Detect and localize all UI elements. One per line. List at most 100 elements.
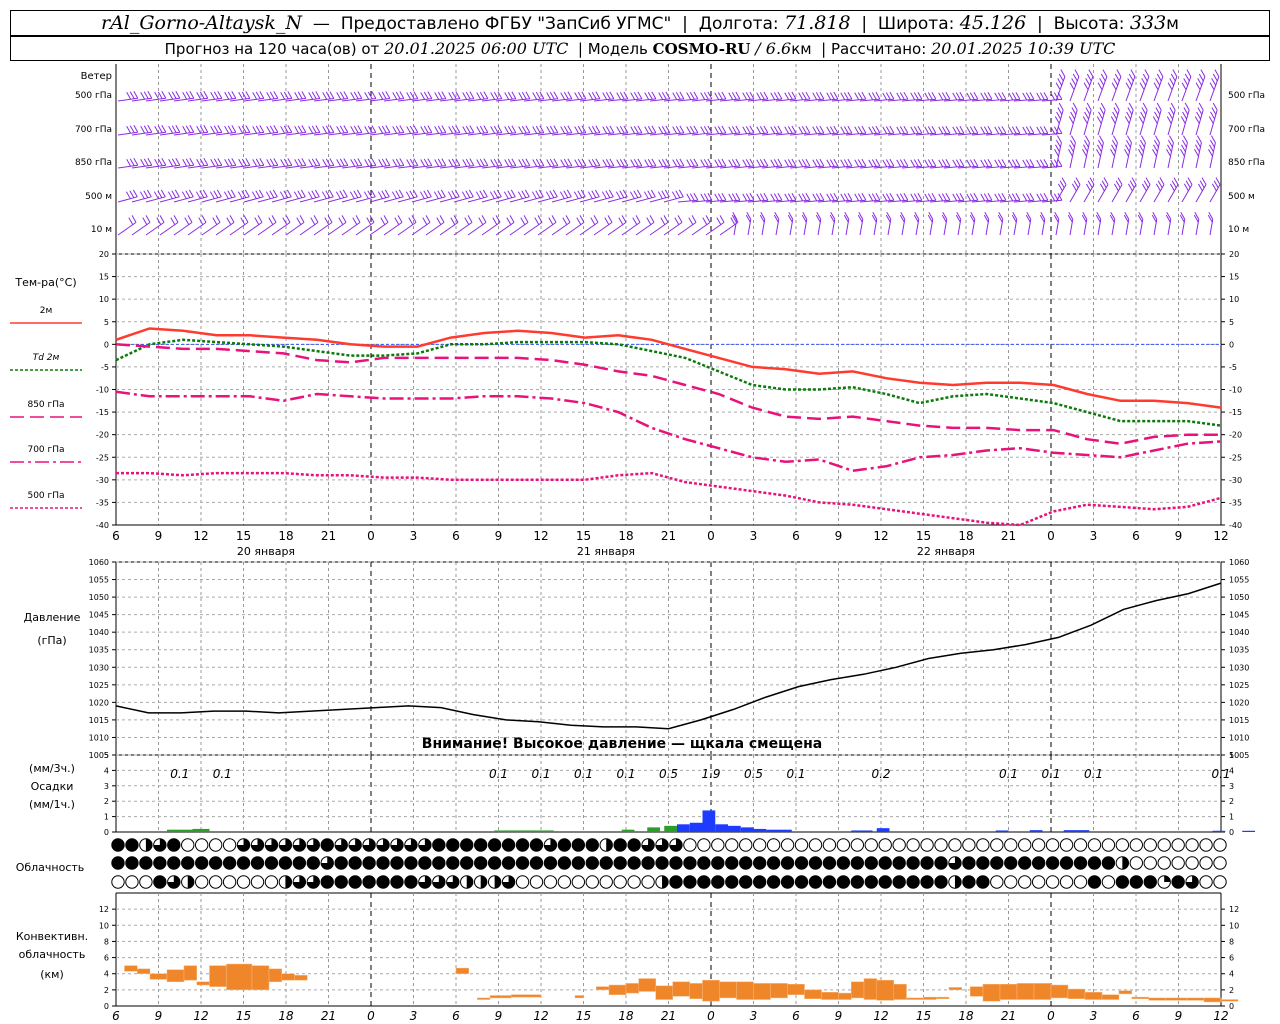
cloud-symbol <box>236 838 251 852</box>
cloud-symbol <box>1129 875 1144 889</box>
cloud-symbol <box>571 856 586 870</box>
convective-bar <box>166 969 185 983</box>
cloud-symbol <box>948 856 962 870</box>
legend-label: Td 2м <box>33 353 60 363</box>
x-tick-label-bottom: 21 <box>321 1009 336 1023</box>
cloud-symbol <box>1018 838 1032 852</box>
cloud-symbol <box>752 838 767 852</box>
cloud-symbol <box>487 838 502 852</box>
cloud-symbol <box>404 838 418 852</box>
cloud-symbol <box>794 856 809 870</box>
cloud-symbol <box>836 838 851 852</box>
cloud-symbol <box>836 875 851 889</box>
x-tick-label: 9 <box>835 529 843 543</box>
forecast-prefix: Прогноз на 120 часа(ов) от <box>164 40 380 58</box>
cloud-symbol <box>334 875 348 889</box>
cloud-symbol <box>418 838 432 852</box>
cloud-symbol <box>306 875 320 889</box>
cloud-symbol <box>404 856 418 870</box>
cloud-symbol <box>1115 838 1130 852</box>
cloud-symbol <box>557 838 572 852</box>
y-tick-label-right: 1045 <box>1229 611 1249 620</box>
cloud-symbol <box>1115 856 1130 870</box>
cloud-symbol <box>473 838 488 852</box>
x-tick-label: 3 <box>410 529 418 543</box>
cloud-symbol <box>264 856 279 870</box>
x-tick-label-bottom: 12 <box>1213 1009 1228 1023</box>
cloud-symbol <box>1031 875 1046 889</box>
convective-bar <box>149 973 168 980</box>
cloud-symbol <box>501 875 516 889</box>
x-tick-label: 12 <box>873 529 888 543</box>
cloud-symbol <box>766 838 781 852</box>
cloud-symbol <box>641 875 655 889</box>
y-tick-label-left: 0 <box>104 828 109 837</box>
model-name: COSMO-RU <box>652 40 751 58</box>
cloud-symbol <box>111 856 125 870</box>
wind-level-label-left: 10 м <box>91 225 112 235</box>
x-tick-label: 18 <box>618 529 633 543</box>
y-tick-label-right: 5 <box>1229 751 1234 760</box>
cloud-symbol <box>697 838 711 852</box>
x-tick-label-bottom: 3 <box>410 1009 418 1023</box>
wind-level-label-left: 500 гПа <box>75 91 112 101</box>
cloud-symbol <box>1073 838 1088 852</box>
pressure-unit: (гПа) <box>37 634 66 647</box>
cloud-symbol <box>1129 856 1144 870</box>
y-tick-label-left: -25 <box>96 453 109 462</box>
precip-bar <box>494 830 554 832</box>
cloud-symbol <box>487 856 502 870</box>
convective-bar <box>294 975 308 981</box>
precip-unit-1h: (мм/1ч.) <box>29 798 75 811</box>
cloud-symbol <box>599 856 613 870</box>
cloud-symbol <box>655 856 669 870</box>
y-tick-label-right: -25 <box>1229 453 1242 462</box>
convective-bar <box>1165 997 1188 1001</box>
cloud-symbol <box>850 875 865 889</box>
cloud-symbol <box>1185 875 1199 889</box>
cloud-symbol <box>599 838 613 852</box>
cloud-symbol <box>320 856 334 870</box>
convective-bar <box>209 965 227 987</box>
x-tick-label-bottom: 18 <box>618 1009 634 1023</box>
y-tick-label-right: -40 <box>1229 521 1242 530</box>
cloud-symbol <box>1031 838 1046 852</box>
x-tick-label-bottom: 3 <box>750 1009 758 1023</box>
convective-bar <box>689 983 703 999</box>
cloud-symbol <box>794 838 809 852</box>
lat-value: 45.126 <box>959 12 1027 34</box>
precip-bar <box>766 829 792 832</box>
alt-unit: м <box>1166 14 1179 34</box>
y-tick-label-left: 1035 <box>89 646 109 655</box>
day-label: 20 января <box>237 545 295 558</box>
precip-bar <box>728 825 741 832</box>
cloud-symbol <box>320 838 334 852</box>
convective-bar <box>923 996 937 1000</box>
cloud-symbol <box>1031 856 1046 870</box>
cloud-symbol <box>1087 875 1102 889</box>
cloud-symbol <box>543 856 558 870</box>
x-tick-label-bottom: 3 <box>1090 1009 1098 1023</box>
cloud-symbol <box>418 856 432 870</box>
cloud-symbol <box>1185 838 1199 852</box>
cloud-symbol <box>153 875 167 889</box>
cloud-symbol <box>725 856 739 870</box>
y-tick-label-right: 1 <box>1229 813 1234 822</box>
alt-value: 333 <box>1129 12 1167 34</box>
precip-label: 0.1 <box>616 767 635 781</box>
cloud-symbol <box>683 875 697 889</box>
y-tick-label-right: 8 <box>1229 937 1234 946</box>
x-tick-label-bottom: 6 <box>452 1009 460 1023</box>
cloud-symbol <box>1045 856 1060 870</box>
convective-bar <box>838 992 852 1000</box>
x-tick-label: 6 <box>452 529 460 543</box>
convective-bar <box>1220 999 1239 1002</box>
cloud-symbol <box>752 856 767 870</box>
temperature-series-line <box>115 390 1222 473</box>
cloud-symbol <box>627 875 641 889</box>
cloud-symbol <box>1004 875 1018 889</box>
cloud-symbol <box>864 875 878 889</box>
y-tick-label-right: 10 <box>1229 921 1239 930</box>
convective-bar <box>638 978 656 992</box>
wind-title: Ветер <box>81 71 112 82</box>
